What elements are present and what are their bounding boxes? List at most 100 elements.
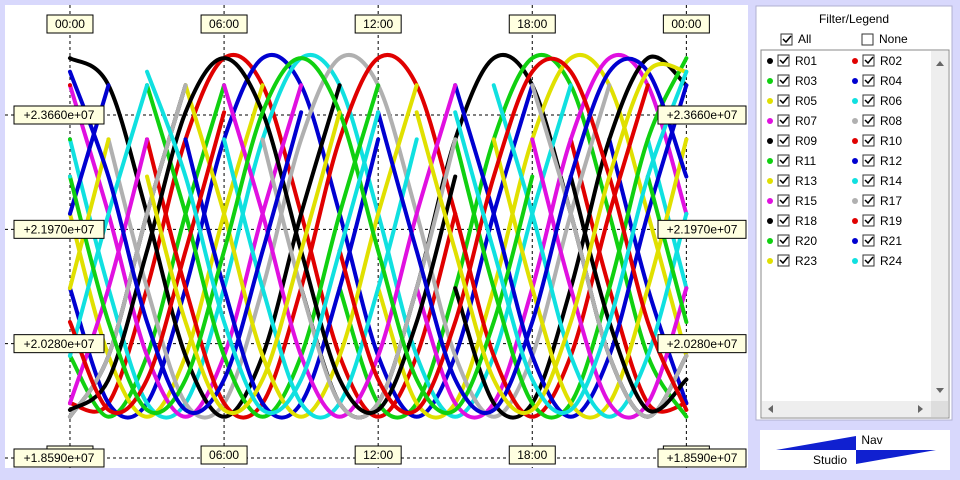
legend-label[interactable]: R13	[795, 174, 817, 188]
y-tick-label: +2.0280e+07	[667, 337, 738, 351]
check-mark	[779, 256, 789, 265]
y-tick-label: +1.8590e+07	[24, 451, 95, 465]
check-mark	[864, 196, 874, 205]
studio-label[interactable]: Studio	[813, 453, 847, 467]
series-line	[67, 83, 689, 420]
legend-checkbox[interactable]	[862, 194, 875, 207]
legend-checkbox[interactable]	[862, 174, 875, 187]
legend-checkbox[interactable]	[862, 134, 875, 147]
horizontal-scrollbar[interactable]	[762, 401, 948, 417]
legend-checkbox[interactable]	[862, 74, 875, 87]
legend-checkbox[interactable]	[862, 234, 875, 247]
scroll-up[interactable]	[936, 61, 944, 66]
vertical-scrollbar[interactable]	[931, 51, 948, 401]
series-line	[67, 52, 689, 420]
scroll-down[interactable]	[936, 388, 944, 393]
legend-label[interactable]: R24	[880, 254, 902, 268]
legend-label[interactable]: R08	[880, 114, 902, 128]
legend-checkbox[interactable]	[777, 194, 790, 207]
legend-checkbox[interactable]	[862, 254, 875, 267]
legend-label[interactable]: R05	[795, 94, 817, 108]
all-label[interactable]: All	[798, 32, 811, 46]
legend-label[interactable]: R19	[880, 214, 902, 228]
legend-marker	[767, 198, 773, 204]
check-mark	[779, 56, 789, 65]
y-tick-label-box	[13, 448, 105, 468]
check-mark	[864, 256, 874, 265]
nav-arrow-left[interactable]	[776, 436, 856, 450]
legend-title: Filter/Legend	[819, 12, 889, 26]
legend-label[interactable]: R23	[795, 254, 817, 268]
legend-entries: R01 R02 R03 R04 R05 R06 R07 R08 R09 R10 R11 R12 R13 R…	[767, 54, 902, 268]
series-line	[67, 56, 689, 416]
axis-labels: 00:00 00:00 06:00 06:00 12:00 12:00 18:00 18:00…	[13, 14, 747, 468]
legend-label[interactable]: R15	[795, 194, 817, 208]
legend-checkbox[interactable]	[862, 154, 875, 167]
legend-checkbox[interactable]	[777, 114, 790, 127]
series-line	[67, 83, 689, 420]
legend-checkbox[interactable]	[862, 94, 875, 107]
legend-checkbox[interactable]	[777, 74, 790, 87]
legend-label[interactable]: R21	[880, 234, 902, 248]
none-label[interactable]: None	[879, 32, 908, 46]
legend-label[interactable]: R03	[795, 74, 817, 88]
check-mark	[864, 136, 874, 145]
legend-checkbox[interactable]	[777, 54, 790, 67]
legend-label[interactable]: R20	[795, 234, 817, 248]
legend-label[interactable]: R11	[795, 154, 816, 168]
legend-label[interactable]: R09	[795, 134, 817, 148]
y-tick-label: +2.1970e+07	[667, 223, 738, 237]
scroll-left[interactable]	[768, 405, 773, 413]
y-tick-label: +2.3660e+07	[667, 108, 738, 122]
legend-marker	[767, 118, 773, 124]
x-tick-label: 00:00	[671, 17, 701, 31]
legend-label[interactable]: R04	[880, 74, 902, 88]
check-mark	[779, 116, 789, 125]
series-line	[67, 83, 689, 420]
check-mark	[864, 116, 874, 125]
legend-checkbox[interactable]	[777, 214, 790, 227]
legend-label[interactable]: R10	[880, 134, 902, 148]
legend-checkbox[interactable]	[862, 114, 875, 127]
check-mark	[782, 35, 792, 44]
legend-checkbox[interactable]	[777, 234, 790, 247]
nav-arrow-right[interactable]	[856, 450, 936, 464]
legend-label[interactable]: R07	[795, 114, 817, 128]
none-checkbox[interactable]	[861, 33, 874, 46]
legend-label[interactable]: R14	[880, 174, 902, 188]
legend-checkbox[interactable]	[862, 214, 875, 227]
series-line	[67, 56, 689, 416]
nav-label[interactable]: Nav	[861, 433, 882, 447]
legend-label[interactable]: R06	[880, 94, 902, 108]
check-mark	[779, 176, 789, 185]
y-tick-label-box	[657, 105, 747, 125]
legend-marker	[767, 98, 773, 104]
series-lines	[67, 52, 689, 420]
legend-label[interactable]: R17	[880, 194, 902, 208]
legend-list	[760, 49, 950, 419]
legend-checkbox[interactable]	[777, 154, 790, 167]
y-tick-label: +2.0280e+07	[24, 337, 95, 351]
legend-marker	[852, 58, 858, 64]
legend-label[interactable]: R02	[880, 54, 902, 68]
legend-marker	[767, 158, 773, 164]
scroll-right[interactable]	[918, 405, 923, 413]
x-tick-label: 12:00	[363, 448, 393, 462]
legend-label[interactable]: R01	[795, 54, 817, 68]
legend-marker	[767, 78, 773, 84]
y-tick-label-box	[657, 448, 747, 468]
scroll-corner	[931, 401, 948, 417]
legend-marker	[767, 258, 773, 264]
legend-checkbox[interactable]	[862, 54, 875, 67]
legend-checkbox[interactable]	[777, 174, 790, 187]
legend-checkbox[interactable]	[777, 94, 790, 107]
legend-label[interactable]: R12	[880, 154, 902, 168]
all-checkbox[interactable]	[780, 33, 793, 46]
legend-label[interactable]: R18	[795, 214, 817, 228]
legend-checkbox[interactable]	[777, 134, 790, 147]
legend-marker	[767, 138, 773, 144]
legend-checkbox[interactable]	[777, 254, 790, 267]
y-tick-label: +2.1970e+07	[24, 223, 95, 237]
y-tick-label-box	[13, 105, 105, 125]
